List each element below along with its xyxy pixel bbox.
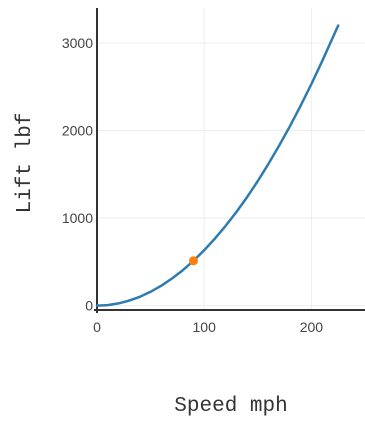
x-tick-label: 100 — [193, 319, 217, 335]
y-axis-title: Lift lbf — [14, 113, 37, 214]
y-tick-label: 2000 — [62, 123, 93, 139]
tick-labels: 0 1000 2000 3000 0 100 200 — [62, 35, 323, 335]
x-axis-title: Speed mph — [174, 395, 287, 418]
x-tick-label: 200 — [300, 319, 324, 335]
y-tick-label: 1000 — [62, 210, 93, 226]
axes — [94, 8, 365, 313]
x-tick-label: 0 — [93, 319, 101, 335]
series — [95, 24, 340, 307]
highlight-point — [188, 256, 198, 266]
y-tick-label: 0 — [85, 298, 93, 314]
y-tick-label: 3000 — [62, 35, 93, 51]
lift-curve-line — [95, 24, 340, 307]
